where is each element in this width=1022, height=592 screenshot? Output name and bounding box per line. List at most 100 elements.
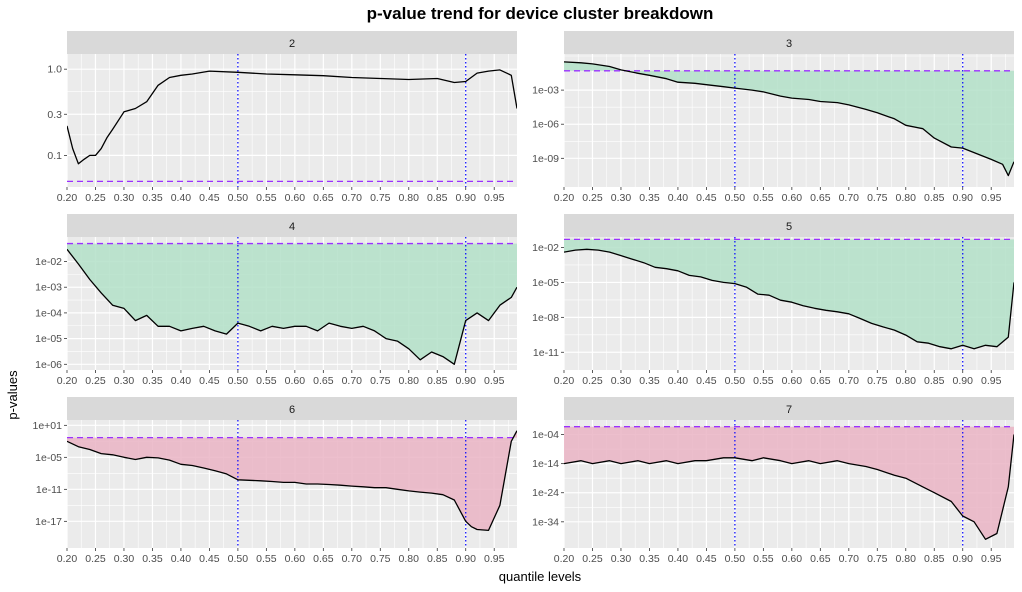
x-tick-label: 0.25 [582,192,603,204]
x-tick-label: 0.20 [57,375,78,387]
y-tick-label: 1e-34 [532,516,559,528]
x-tick-label: 0.55 [256,553,277,565]
y-tick-label: 1e-06 [35,359,62,371]
x-tick-label: 0.80 [896,553,917,565]
x-tick-label: 0.35 [142,553,163,565]
x-tick-label: 0.55 [256,192,277,204]
x-tick-label: 0.95 [484,192,505,204]
y-tick-label: 1e-06 [532,119,559,131]
panel-3: 3 0.20 0.25 0.30 0.35 0.40 0.45 0.50 0.55 0.60 0.6… [532,31,1014,204]
x-tick-label: 0.25 [582,553,603,565]
plot-panel [67,54,517,187]
x-tick-label: 0.75 [867,192,888,204]
p-value-line [564,248,1014,350]
facet-strip-label: 2 [289,38,295,50]
x-tick-label: 0.80 [896,375,917,387]
x-tick-label: 0.25 [85,375,106,387]
x-tick-label: 0.60 [782,375,803,387]
grid-lines [67,54,517,187]
x-tick-label: 0.40 [668,375,689,387]
x-tick-label: 0.75 [370,192,391,204]
facet-strip-label: 6 [289,404,295,416]
x-tick-label: 0.50 [725,192,746,204]
x-tick-label: 0.90 [953,192,974,204]
facet-strip [564,397,1014,420]
facet-strip [67,31,517,54]
y-tick-label: 1e-08 [532,312,559,324]
significance-area [564,61,1014,176]
y-tick-label: 1e-02 [532,242,559,254]
facet-strip [67,214,517,237]
x-tick-label: 0.60 [285,553,306,565]
x-tick-label: 0.65 [810,375,831,387]
panel-7: 7 0.20 0.25 0.30 0.35 0.40 0.45 0.50 0.55 0.60 0.6… [532,397,1014,565]
x-tick-label: 0.45 [696,553,717,565]
x-tick-label: 0.80 [399,375,420,387]
x-tick-label: 0.95 [484,553,505,565]
x-tick-label: 0.35 [639,192,660,204]
y-tick-label: 0.3 [47,109,62,121]
x-tick-label: 0.80 [399,192,420,204]
x-tick-label: 0.90 [456,553,477,565]
x-tick-label: 0.75 [370,553,391,565]
x-tick-label: 0.45 [696,192,717,204]
significance-area [564,239,1014,349]
x-tick-label: 0.70 [839,192,860,204]
x-tick-label: 0.75 [370,375,391,387]
x-tick-label: 0.30 [611,553,632,565]
x-tick-label: 0.20 [57,553,78,565]
x-tick-label: 0.85 [924,375,945,387]
x-tick-label: 0.80 [896,192,917,204]
x-tick-label: 0.70 [342,553,363,565]
x-tick-label: 0.80 [399,553,420,565]
facet-panels: 2 0.20 0.25 0.30 0.35 0.40 0.45 0.50 0.55 0.60 0.6… [33,31,1014,565]
x-tick-label: 0.60 [285,375,306,387]
x-tick-label: 0.85 [924,192,945,204]
x-tick-label: 0.50 [228,375,249,387]
x-tick-label: 0.45 [696,375,717,387]
panel-4: 4 0.20 0.25 0.30 0.35 0.40 0.45 0.50 0.55 0.60 0.6… [35,214,517,387]
x-tick-label: 0.70 [839,375,860,387]
y-tick-label: 1e-05 [532,277,559,289]
y-tick-label: 1e-11 [533,347,559,359]
x-tick-label: 0.40 [171,553,192,565]
x-tick-label: 0.35 [639,553,660,565]
x-tick-label: 0.85 [427,553,448,565]
x-tick-label: 0.30 [114,192,135,204]
x-tick-label: 0.75 [867,375,888,387]
facet-strip [564,31,1014,54]
x-tick-label: 0.85 [427,192,448,204]
x-tick-label: 0.40 [668,192,689,204]
x-tick-label: 0.65 [810,192,831,204]
p-value-line [67,248,517,365]
x-tick-label: 0.70 [839,553,860,565]
facet-strip-label: 3 [786,38,792,50]
facet-strip-label: 4 [289,221,295,233]
x-tick-label: 0.95 [981,375,1002,387]
x-tick-label: 0.40 [171,192,192,204]
p-value-line [564,434,1014,540]
x-tick-label: 0.35 [142,375,163,387]
y-tick-label: 1e-11 [36,484,62,496]
facet-strip-label: 7 [786,404,792,416]
x-tick-label: 0.60 [782,192,803,204]
y-tick-label: 1e-03 [35,282,62,294]
x-tick-label: 0.30 [114,553,135,565]
x-tick-label: 0.25 [582,375,603,387]
y-tick-label: 1e-24 [532,487,559,499]
y-tick-label: 1e-14 [532,458,559,470]
y-tick-label: 1e-09 [532,153,559,165]
x-tick-label: 0.50 [725,553,746,565]
x-tick-label: 0.20 [554,553,575,565]
x-axis-title: quantile levels [499,569,582,584]
x-tick-label: 0.45 [199,192,220,204]
x-tick-label: 0.25 [85,192,106,204]
x-tick-label: 0.75 [867,553,888,565]
x-tick-label: 0.65 [313,375,334,387]
facet-strip [67,397,517,420]
p-value-line [67,69,517,165]
x-tick-label: 0.55 [256,375,277,387]
chart-title: p-value trend for device cluster breakdo… [367,4,714,23]
p-value-line [67,430,517,532]
